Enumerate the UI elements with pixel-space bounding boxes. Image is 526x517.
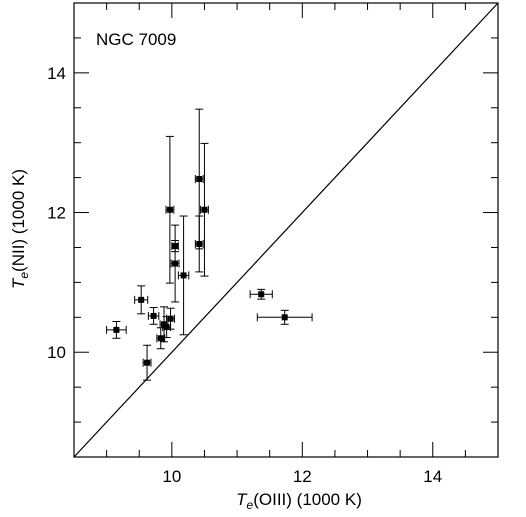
- plot-frame: [73, 2, 499, 458]
- data-point: [138, 296, 145, 303]
- y-axis-label-group: Te(NII) (1000 K): [9, 169, 31, 289]
- y-axis-label-symbol: T: [9, 277, 28, 289]
- y-axis-label-subscript: e: [17, 272, 31, 279]
- y-tick-label: 14: [47, 64, 66, 83]
- data-point: [144, 359, 151, 366]
- data-point: [167, 315, 174, 322]
- y-axis-label: Te(NII) (1000 K): [9, 169, 31, 289]
- equality-line: [73, 2, 499, 458]
- chart-annotation: NGC 7009: [96, 30, 176, 49]
- data-point: [180, 272, 187, 279]
- data-point: [166, 206, 173, 213]
- x-tick-label: 12: [293, 467, 312, 486]
- data-point: [150, 312, 157, 319]
- tick-labels: 10 12 14 10 12 14: [47, 64, 442, 486]
- y-tick-label: 12: [47, 204, 66, 223]
- x-tick-label: 10: [162, 467, 181, 486]
- data-point: [281, 314, 288, 321]
- data-point: [196, 240, 203, 247]
- x-axis-label-subscript: e: [247, 498, 254, 512]
- data-point: [113, 326, 120, 333]
- data-point: [172, 260, 179, 267]
- data-point: [163, 324, 170, 331]
- axis-ticks: [73, 2, 499, 458]
- y-axis-label-rest: (NII) (1000 K): [9, 169, 28, 272]
- x-tick-label: 14: [423, 467, 442, 486]
- data-point: [201, 206, 208, 213]
- error-bars: [106, 108, 313, 381]
- data-point: [157, 335, 164, 342]
- equality-line-group: [73, 2, 499, 458]
- data-point: [258, 291, 265, 298]
- x-axis-label-rest: (OIII) (1000 K): [253, 490, 362, 509]
- data-points: [113, 176, 288, 366]
- data-point: [172, 243, 179, 250]
- data-point: [196, 176, 203, 183]
- x-axis-label: Te(OIII) (1000 K): [236, 490, 362, 512]
- y-tick-label: 10: [47, 343, 66, 362]
- x-axis-label-symbol: T: [236, 490, 248, 509]
